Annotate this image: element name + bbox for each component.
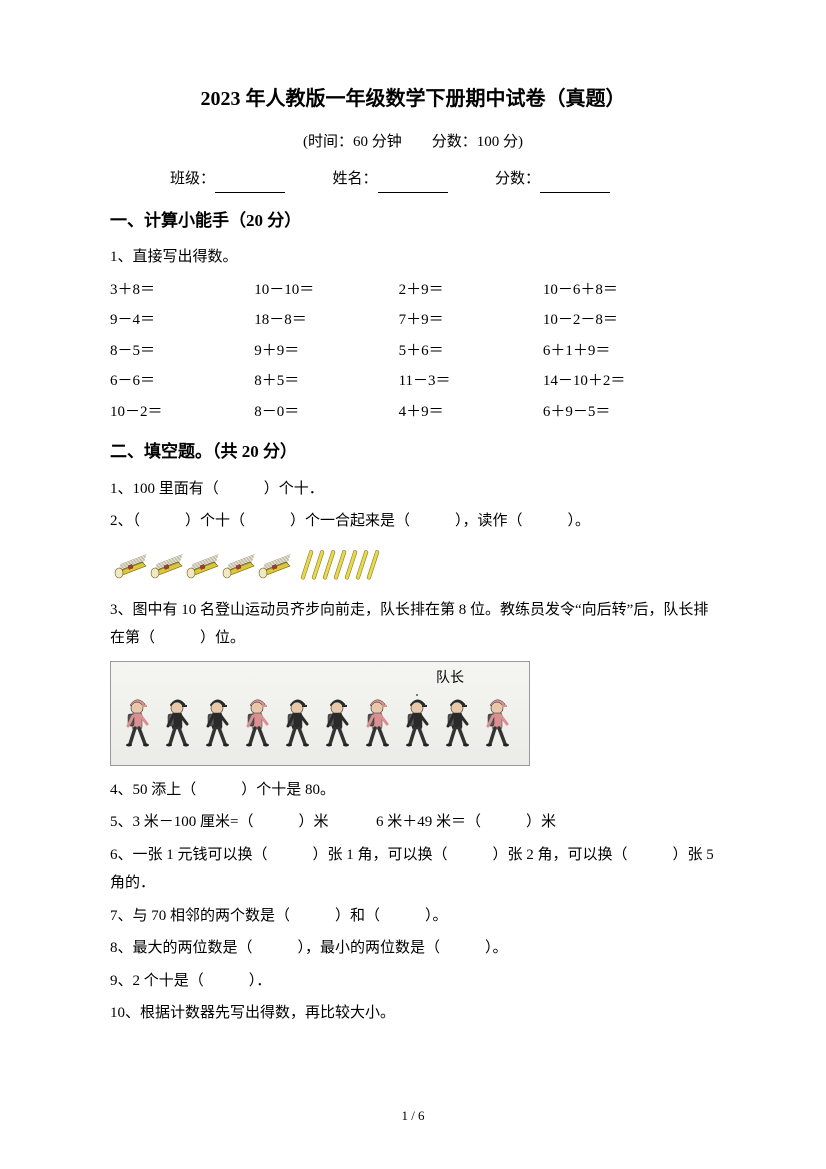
calc-cell: 2＋9＝ — [399, 276, 543, 305]
climbers-image: 队长 — [110, 661, 530, 766]
calc-grid: 3＋8＝ 10－10＝ 2＋9＝ 10－6＋8＝ 9－4＝ 18－8＝ 7＋9＝… — [110, 276, 716, 427]
section2-header: 二、填空题。（共 20 分） — [110, 436, 716, 468]
page-number: 1 / 6 — [0, 1104, 826, 1129]
s2-q5: 5、3 米－100 厘米=（ ）米 6 米＋49 米＝（ ）米 — [110, 808, 716, 837]
page-title: 2023 年人教版一年级数学下册期中试卷（真题） — [110, 80, 716, 118]
calc-cell: 11－3＝ — [399, 367, 543, 396]
calc-cell: 10－6＋8＝ — [543, 276, 716, 305]
s2-q6: 6、一张 1 元钱可以换（ ）张 1 角，可以换（ ）张 2 角，可以换（ ）张… — [110, 841, 716, 898]
class-blank — [215, 175, 285, 193]
sticks-icon — [110, 542, 400, 586]
calc-cell: 18－8＝ — [254, 306, 398, 335]
calc-cell: 8＋5＝ — [254, 367, 398, 396]
info-line: 班级： 姓名： 分数： — [110, 165, 716, 194]
calc-cell: 10－2－8＝ — [543, 306, 716, 335]
bundle-image — [110, 542, 716, 586]
s2-q5b: 6 米＋49 米＝（ ）米 — [376, 814, 556, 830]
s2-q8: 8、最大的两位数是（ ），最小的两位数是（ ）。 — [110, 934, 716, 963]
s2-q4: 4、50 添上（ ）个十是 80。 — [110, 776, 716, 805]
s2-q5a: 5、3 米－100 厘米=（ ）米 — [110, 814, 328, 830]
s2-q3: 3、图中有 10 名登山运动员齐步向前走，队长排在第 8 位。教练员发令“向后转… — [110, 596, 716, 653]
s2-q1: 1、100 里面有（ ）个十． — [110, 475, 716, 504]
calc-cell: 4＋9＝ — [399, 398, 543, 427]
score-blank — [540, 175, 610, 193]
calc-cell: 10－10＝ — [254, 276, 398, 305]
name-blank — [378, 175, 448, 193]
calc-cell: 6＋9－5＝ — [543, 398, 716, 427]
s2-q2: 2、（ ）个十（ ）个一合起来是（ ），读作（ ）。 — [110, 507, 716, 536]
section1-header: 一、计算小能手（20 分） — [110, 205, 716, 237]
s2-q7: 7、与 70 相邻的两个数是（ ）和（ ）。 — [110, 902, 716, 931]
class-label: 班级： — [170, 171, 215, 187]
calc-cell: 8－0＝ — [254, 398, 398, 427]
climbers-icon — [117, 694, 523, 752]
calc-cell: 8－5＝ — [110, 337, 254, 366]
calc-cell: 14－10＋2＝ — [543, 367, 716, 396]
calc-cell: 9－4＝ — [110, 306, 254, 335]
page-subtitle: (时间：60 分钟 分数：100 分) — [110, 128, 716, 157]
q1-prompt: 1、直接写出得数。 — [110, 243, 716, 272]
name-label: 姓名： — [333, 171, 378, 187]
calc-cell: 9＋9＝ — [254, 337, 398, 366]
calc-cell: 3＋8＝ — [110, 276, 254, 305]
calc-cell: 7＋9＝ — [399, 306, 543, 335]
calc-cell: 5＋6＝ — [399, 337, 543, 366]
calc-cell: 6＋1＋9＝ — [543, 337, 716, 366]
calc-cell: 6－6＝ — [110, 367, 254, 396]
s2-q10: 10、根据计数器先写出得数，再比较大小。 — [110, 999, 716, 1028]
calc-cell: 10－2＝ — [110, 398, 254, 427]
captain-label: 队长 — [377, 666, 523, 693]
s2-q9: 9、2 个十是（ ）． — [110, 967, 716, 996]
score-label: 分数： — [495, 171, 540, 187]
